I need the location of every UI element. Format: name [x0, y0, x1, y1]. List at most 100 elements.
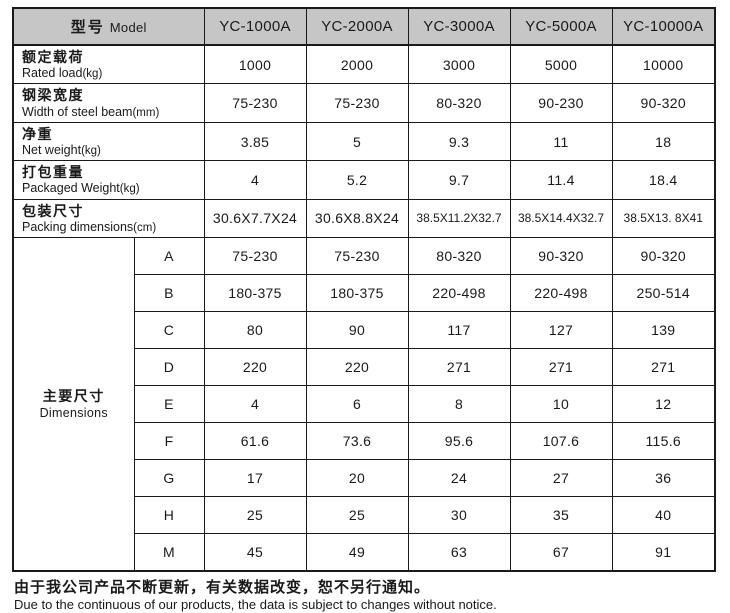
- value-cell: 4: [203, 160, 307, 200]
- dimension-letter-cell: H: [133, 496, 205, 535]
- value-cell: 35: [509, 496, 613, 535]
- spec-row-beam-width: 钢梁宽度 Width of steel beam(mm) 75-230 75-2…: [12, 83, 716, 123]
- value-cell: 90-320: [611, 237, 716, 276]
- model-name-cell: YC-2000A: [305, 7, 409, 46]
- value-cell: 5: [305, 121, 409, 162]
- value-cell: 11: [509, 121, 613, 162]
- value-cell: 3000: [407, 44, 511, 85]
- dimensions-label-en: Dimensions: [39, 405, 108, 420]
- model-name-cell: YC-1000A: [203, 7, 307, 46]
- value-cell: 38.5X13. 8X41: [611, 198, 716, 239]
- value-cell: 75-230: [203, 83, 307, 123]
- row-label-cell: 净重 Net weight(kg): [12, 121, 205, 162]
- value-cell: 115.6: [611, 422, 716, 461]
- value-cell: 1000: [203, 44, 307, 85]
- dim-row-G: G 17 20 24 27 36: [13, 459, 716, 498]
- model-label-zh: 型号: [70, 19, 105, 36]
- value-cell: 38.5X11.2X32.7: [407, 198, 511, 239]
- model-name-cell: YC-3000A: [407, 7, 511, 46]
- spec-row-packaged-weight: 打包重量 Packaged Weight(kg) 4 5.2 9.7 11.4 …: [12, 160, 716, 200]
- value-cell: 127: [509, 311, 613, 350]
- value-cell: 5.2: [305, 160, 409, 200]
- value-cell: 75-230: [305, 237, 409, 276]
- spec-row-packing-dimensions: 包装尺寸 Packing dimensions(cm) 30.6X7.7X24 …: [12, 198, 716, 239]
- value-cell: 11.4: [509, 160, 613, 200]
- footnote-en: Due to the continuous of our products, t…: [14, 597, 497, 613]
- value-cell: 61.6: [203, 422, 307, 461]
- row-label-en: Net weight(kg): [22, 143, 200, 158]
- value-cell: 18: [611, 121, 716, 162]
- spec-row-rated-load: 额定载荷 Rated load(kg) 1000 2000 3000 5000 …: [12, 44, 716, 85]
- dimension-letter-cell: G: [133, 459, 205, 498]
- value-cell: 80-320: [407, 83, 511, 123]
- value-cell: 271: [407, 348, 511, 387]
- value-cell: 117: [407, 311, 511, 350]
- dimension-letter-cell: D: [133, 348, 205, 387]
- value-cell: 220: [203, 348, 307, 387]
- value-cell: 30.6X8.8X24: [305, 198, 409, 239]
- value-cell: 10: [509, 385, 613, 424]
- row-label-en-text: Packing dimensions: [22, 219, 134, 234]
- value-cell: 5000: [509, 44, 613, 85]
- model-name-cell: YC-10000A: [611, 7, 716, 46]
- row-label-unit: (kg): [81, 145, 101, 157]
- value-cell: 220-498: [407, 274, 511, 313]
- row-label-unit: (mm): [132, 106, 160, 119]
- spec-table: 型号 Model YC-1000A YC-2000A YC-3000A YC-50…: [12, 7, 716, 572]
- dim-row-M: M 45 49 63 67 91: [13, 533, 716, 572]
- spec-row-net-weight: 净重 Net weight(kg) 3.85 5 9.3 11 18: [12, 121, 716, 162]
- value-cell: 2000: [305, 44, 409, 85]
- model-header-cell: 型号 Model: [12, 7, 205, 46]
- row-label-unit: (kg): [82, 68, 103, 81]
- dim-row-F: F 61.6 73.6 95.6 107.6 115.6: [13, 422, 716, 461]
- value-cell: 220-498: [509, 274, 613, 313]
- value-cell: 75-230: [305, 83, 409, 123]
- row-label-cell: 包装尺寸 Packing dimensions(cm): [12, 198, 205, 239]
- row-label-zh: 打包重量: [22, 164, 84, 181]
- row-label-en-text: Packaged Weight: [22, 181, 120, 196]
- row-label-cell: 额定载荷 Rated load(kg): [12, 44, 205, 85]
- row-label-unit: (kg): [119, 183, 140, 196]
- model-label-en: Model: [109, 20, 147, 35]
- value-cell: 73.6: [305, 422, 409, 461]
- row-label-en: Packing dimensions(cm): [22, 220, 200, 235]
- value-cell: 3.85: [203, 121, 307, 162]
- value-cell: 17: [203, 459, 307, 498]
- value-cell: 80: [203, 311, 307, 350]
- value-cell: 12: [611, 385, 716, 424]
- value-cell: 20: [305, 459, 409, 498]
- value-cell: 75-230: [203, 237, 307, 276]
- value-cell: 271: [611, 348, 716, 387]
- value-cell: 139: [611, 311, 716, 350]
- model-name-cell: YC-5000A: [509, 7, 613, 46]
- row-label-cell: 打包重量 Packaged Weight(kg): [12, 160, 205, 200]
- value-cell: 90-230: [509, 83, 613, 123]
- value-cell: 271: [509, 348, 613, 387]
- dim-row-A: 主要尺寸 Dimensions A 75-230 75-230 80-320 9…: [12, 237, 716, 572]
- row-label-zh: 额定载荷: [22, 49, 84, 65]
- value-cell: 80-320: [407, 237, 511, 276]
- value-cell: 49: [305, 533, 409, 572]
- value-cell: 220: [305, 348, 409, 387]
- footnote-zh: 由于我公司产品不断更新，有关数据改变，恕不另行通知。: [14, 578, 431, 596]
- row-label-zh: 包装尺寸: [22, 202, 84, 219]
- value-cell: 36: [611, 459, 716, 498]
- value-cell: 25: [305, 496, 409, 535]
- value-cell: 45: [203, 533, 307, 572]
- value-cell: 90: [305, 311, 409, 350]
- value-cell: 6: [305, 385, 409, 424]
- value-cell: 95.6: [407, 422, 511, 461]
- value-cell: 10000: [611, 44, 716, 85]
- value-cell: 180-375: [203, 274, 307, 313]
- value-cell: 67: [509, 533, 613, 572]
- value-cell: 9.3: [407, 121, 511, 162]
- dimension-letter-cell: E: [133, 385, 205, 424]
- value-cell: 30.6X7.7X24: [203, 198, 307, 239]
- row-label-en: Width of steel beam(mm): [22, 105, 200, 120]
- row-label-zh: 净重: [22, 125, 53, 142]
- row-label-en-text: Rated load: [22, 66, 83, 81]
- value-cell: 8: [407, 385, 511, 424]
- value-cell: 91: [611, 533, 716, 572]
- dimension-letter-cell: C: [133, 311, 205, 350]
